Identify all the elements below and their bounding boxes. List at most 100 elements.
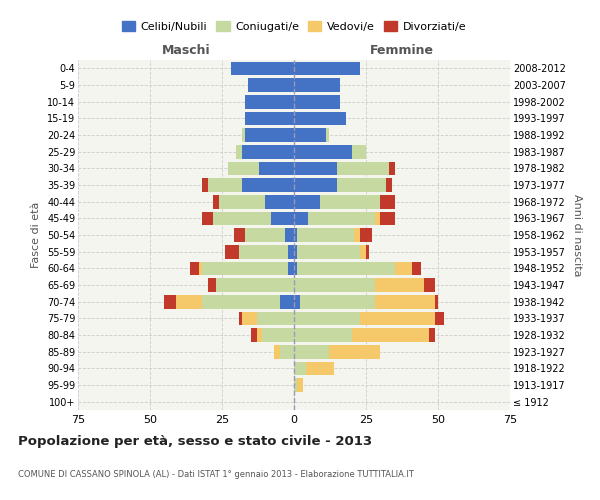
Bar — [230, 62, 294, 75]
Text: Popolazione per età, sesso e stato civile - 2013: Popolazione per età, sesso e stato civil… — [18, 435, 372, 448]
Bar — [294, 212, 308, 225]
Bar — [294, 112, 346, 125]
Bar — [245, 228, 286, 242]
Bar — [294, 262, 297, 275]
Bar — [245, 112, 294, 125]
Bar — [199, 262, 202, 275]
Bar — [294, 78, 340, 92]
Bar — [294, 345, 329, 358]
Bar — [245, 128, 294, 142]
Bar — [337, 178, 386, 192]
Bar — [360, 228, 372, 242]
Legend: Celibi/Nubili, Coniugati/e, Vedovi/e, Divorziati/e: Celibi/Nubili, Coniugati/e, Vedovi/e, Di… — [118, 16, 470, 36]
Bar — [294, 362, 305, 375]
Bar — [265, 195, 294, 208]
Bar — [208, 278, 216, 292]
Bar — [242, 178, 294, 192]
Bar — [259, 162, 294, 175]
Bar — [242, 312, 257, 325]
Bar — [176, 295, 202, 308]
Bar — [274, 345, 280, 358]
Bar — [239, 312, 242, 325]
Bar — [251, 328, 257, 342]
Bar — [294, 95, 340, 108]
Bar — [412, 262, 421, 275]
Bar — [214, 195, 219, 208]
Bar — [294, 295, 300, 308]
Y-axis label: Fasce di età: Fasce di età — [31, 202, 41, 268]
Bar — [294, 62, 360, 75]
Bar — [202, 262, 288, 275]
Bar — [294, 145, 352, 158]
Bar — [190, 262, 199, 275]
Bar — [245, 95, 294, 108]
Bar — [271, 212, 294, 225]
Bar — [208, 178, 242, 192]
Bar — [297, 245, 360, 258]
Bar — [424, 278, 435, 292]
Bar — [288, 262, 294, 275]
Bar — [214, 212, 271, 225]
Bar — [297, 228, 355, 242]
Bar — [355, 228, 360, 242]
Bar — [360, 245, 366, 258]
Bar — [435, 295, 438, 308]
Bar — [239, 245, 288, 258]
Bar — [366, 245, 369, 258]
Bar — [288, 245, 294, 258]
Bar — [305, 362, 334, 375]
Bar — [435, 312, 444, 325]
Bar — [294, 228, 297, 242]
Bar — [297, 262, 395, 275]
Bar — [286, 228, 294, 242]
Bar — [300, 295, 374, 308]
Bar — [164, 295, 176, 308]
Y-axis label: Anni di nascita: Anni di nascita — [572, 194, 583, 276]
Bar — [380, 195, 395, 208]
Bar — [294, 162, 337, 175]
Bar — [297, 378, 302, 392]
Bar — [308, 212, 374, 225]
Bar — [294, 312, 360, 325]
Bar — [374, 278, 424, 292]
Bar — [360, 312, 435, 325]
Bar — [352, 328, 430, 342]
Bar — [389, 162, 395, 175]
Bar — [202, 178, 208, 192]
Bar — [280, 345, 294, 358]
Bar — [294, 195, 320, 208]
Bar — [242, 128, 245, 142]
Bar — [257, 328, 262, 342]
Bar — [236, 145, 242, 158]
Bar — [386, 178, 392, 192]
Bar — [262, 328, 294, 342]
Bar — [352, 145, 366, 158]
Bar — [233, 228, 245, 242]
Bar — [202, 295, 280, 308]
Bar — [294, 278, 374, 292]
Bar — [326, 128, 329, 142]
Bar — [294, 378, 297, 392]
Text: COMUNE DI CASSANO SPINOLA (AL) - Dati ISTAT 1° gennaio 2013 - Elaborazione TUTTI: COMUNE DI CASSANO SPINOLA (AL) - Dati IS… — [18, 470, 414, 479]
Bar — [430, 328, 435, 342]
Bar — [294, 128, 326, 142]
Bar — [374, 212, 380, 225]
Bar — [395, 262, 412, 275]
Bar — [228, 162, 259, 175]
Bar — [216, 278, 294, 292]
Bar — [202, 212, 214, 225]
Text: Femmine: Femmine — [370, 44, 434, 57]
Bar — [294, 245, 297, 258]
Bar — [225, 245, 239, 258]
Text: Maschi: Maschi — [161, 44, 211, 57]
Bar — [219, 195, 265, 208]
Bar — [257, 312, 294, 325]
Bar — [337, 162, 389, 175]
Bar — [294, 178, 337, 192]
Bar — [248, 78, 294, 92]
Bar — [374, 295, 435, 308]
Bar — [280, 295, 294, 308]
Bar — [320, 195, 380, 208]
Bar — [242, 145, 294, 158]
Bar — [380, 212, 395, 225]
